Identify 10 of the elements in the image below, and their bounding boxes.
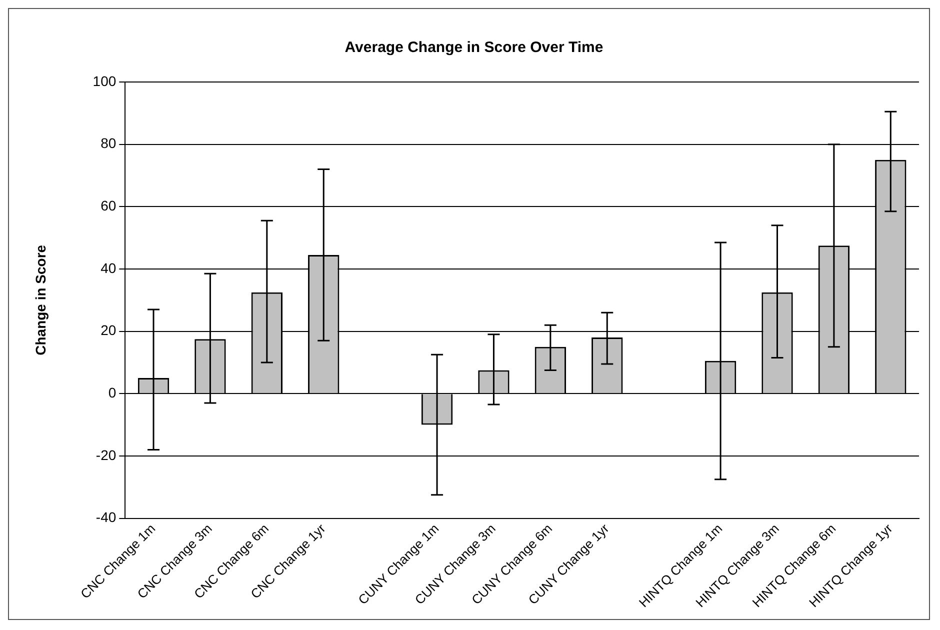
- y-tick-label: 40: [100, 260, 116, 276]
- y-tick-label: -20: [96, 446, 116, 463]
- y-tick-label: 60: [100, 198, 116, 214]
- y-tick-label: 20: [100, 322, 116, 338]
- y-tick-label: 80: [100, 135, 116, 152]
- y-tick-label: 0: [108, 384, 116, 400]
- chart-title: Average Change in Score Over Time: [344, 39, 604, 56]
- y-axis-title: Change in Score: [32, 244, 48, 356]
- y-tick-label: -40: [96, 509, 116, 526]
- y-tick-label: 100: [92, 72, 116, 89]
